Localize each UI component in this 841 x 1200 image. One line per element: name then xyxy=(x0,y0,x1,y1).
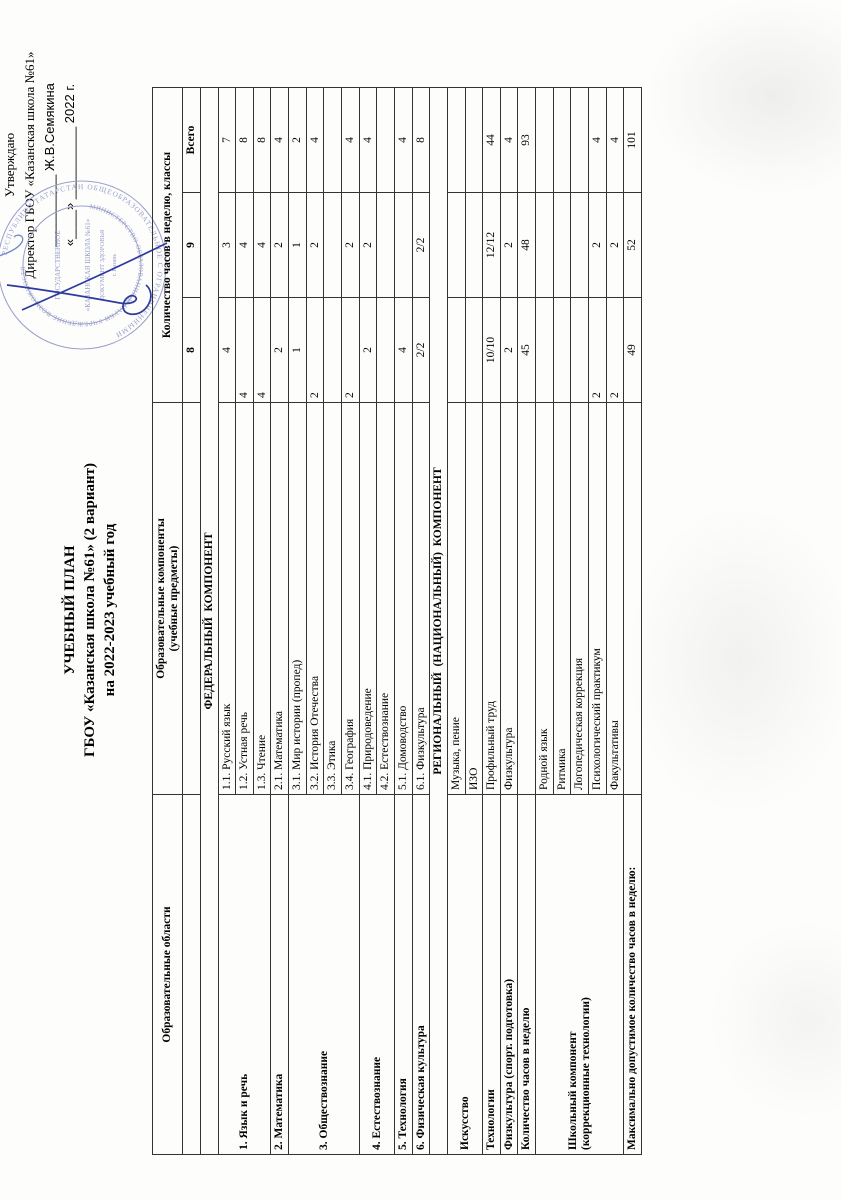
svg-text:г. Казань: г. Казань xyxy=(112,254,118,277)
svg-text:ГОСУДАРСТВЕННОЕ: ГОСУДАРСТВЕННОЕ xyxy=(54,231,62,300)
svg-text:ДОКУМЕНТ ЗДОРОВЬЯ: ДОКУМЕНТ ЗДОРОВЬЯ xyxy=(99,229,106,300)
